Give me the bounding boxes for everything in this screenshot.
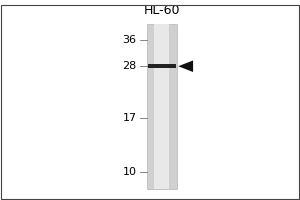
Text: 10: 10	[123, 167, 136, 177]
Text: HL-60: HL-60	[144, 4, 180, 17]
Text: 36: 36	[123, 35, 136, 45]
Bar	[148, 64, 175, 68]
Polygon shape	[178, 60, 193, 72]
Bar	[154, 24, 169, 189]
Text: 28: 28	[122, 61, 136, 71]
Bar	[147, 24, 177, 189]
Text: 17: 17	[122, 113, 136, 123]
